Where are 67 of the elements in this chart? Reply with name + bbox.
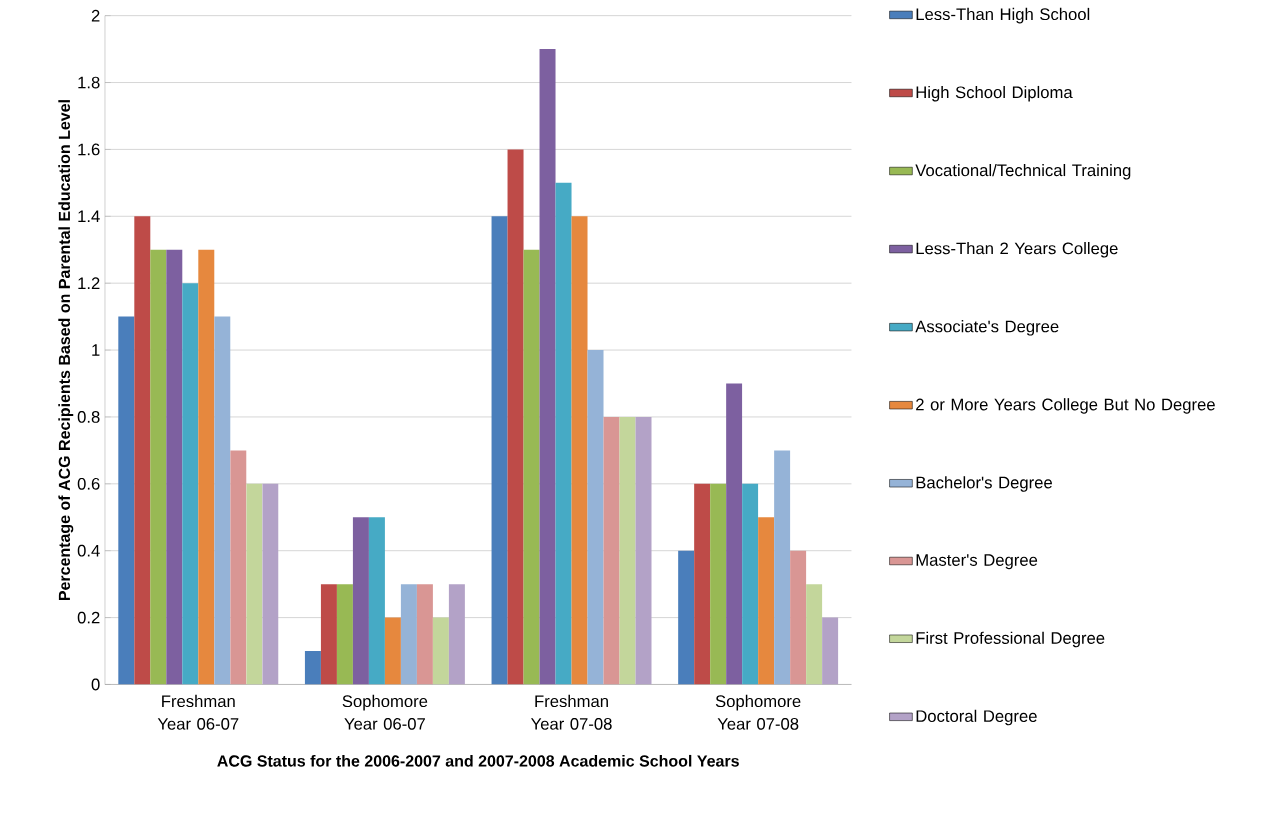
x-axis-title: ACG Status for the 2006-2007 and 2007-2008 Academic School Years bbox=[217, 754, 739, 767]
bar bbox=[539, 48, 556, 685]
bar bbox=[507, 149, 524, 685]
bar bbox=[368, 517, 385, 685]
bar bbox=[182, 282, 199, 685]
legend-label: First Professional Degree bbox=[916, 631, 1105, 648]
bar bbox=[336, 583, 353, 685]
bar bbox=[320, 583, 337, 685]
bar bbox=[726, 383, 743, 685]
bar bbox=[603, 416, 620, 685]
y-tick-label: 0 bbox=[91, 678, 100, 691]
bar bbox=[400, 583, 417, 685]
bar bbox=[619, 416, 636, 685]
y-tick-label: 0.6 bbox=[77, 477, 100, 490]
bar bbox=[774, 450, 791, 685]
bar bbox=[742, 483, 759, 685]
bar bbox=[246, 483, 263, 685]
bar bbox=[710, 483, 727, 685]
bar bbox=[198, 249, 215, 685]
x-tick-label: Freshman Year 06-07 bbox=[157, 694, 239, 730]
bar bbox=[448, 583, 465, 685]
x-tick-label: Freshman Year 07-08 bbox=[530, 694, 612, 730]
y-tick-label: 1.8 bbox=[78, 76, 100, 89]
bar bbox=[166, 249, 183, 685]
y-axis-title: Percentage of ACG Recipients Based on Parental Education Level bbox=[58, 99, 74, 600]
legend-label: Associate's Degree bbox=[915, 319, 1059, 336]
bar bbox=[555, 182, 572, 685]
bar bbox=[230, 450, 247, 685]
legend-label: Less-Than High School bbox=[916, 7, 1090, 24]
bar bbox=[694, 483, 711, 685]
bar bbox=[214, 316, 231, 685]
bar bbox=[118, 316, 135, 685]
bar bbox=[491, 216, 508, 685]
y-tick-label: 1.4 bbox=[78, 210, 100, 222]
x-tick-label: Sophomore Year 06-07 bbox=[342, 694, 428, 730]
bar bbox=[571, 216, 588, 685]
legend-label: Vocational/Technical Training bbox=[915, 163, 1131, 180]
bar bbox=[384, 617, 401, 685]
bar bbox=[416, 583, 433, 685]
bar bbox=[523, 249, 540, 685]
bar bbox=[758, 517, 775, 685]
y-tick-label: 0.8 bbox=[77, 410, 100, 423]
bar bbox=[150, 249, 167, 685]
legend-label: Less-Than 2 Years College bbox=[916, 241, 1118, 258]
y-tick-label: 0.4 bbox=[77, 544, 100, 557]
y-tick-label: 1.6 bbox=[78, 143, 100, 156]
y-tick-label: 0.2 bbox=[77, 611, 100, 624]
bar bbox=[790, 550, 807, 685]
bar bbox=[822, 617, 839, 685]
bar bbox=[262, 483, 279, 685]
legend-label: Bachelor's Degree bbox=[916, 475, 1052, 492]
legend-label: 2 or More Years College But No Degree bbox=[916, 397, 1215, 414]
y-tick-label: 1.2 bbox=[78, 277, 100, 289]
bar bbox=[635, 416, 652, 685]
bar bbox=[587, 349, 604, 685]
y-tick-label: 1 bbox=[92, 344, 100, 356]
legend-label: Master's Degree bbox=[916, 554, 1038, 569]
legend-label: Doctoral Degree bbox=[916, 709, 1037, 726]
legend-label: High School Diploma bbox=[916, 85, 1073, 102]
bar bbox=[134, 216, 151, 685]
bar bbox=[806, 583, 823, 685]
bar bbox=[432, 617, 449, 685]
x-tick-label: Sophomore Year 07-08 bbox=[715, 694, 801, 730]
bar bbox=[304, 650, 321, 685]
bar bbox=[678, 550, 695, 685]
bar bbox=[352, 517, 369, 685]
y-tick-label: 2 bbox=[91, 9, 100, 22]
